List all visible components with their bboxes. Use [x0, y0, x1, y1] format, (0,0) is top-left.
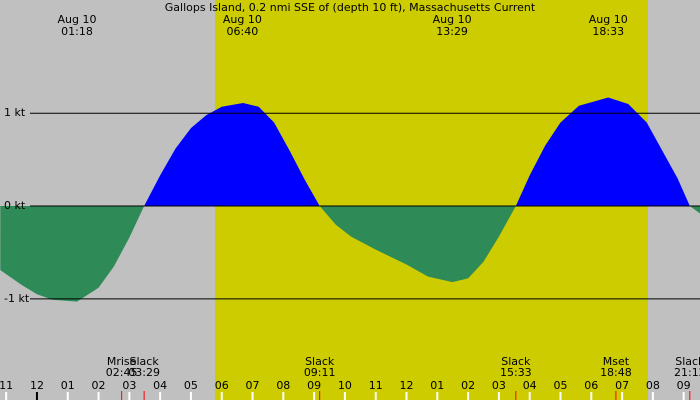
- x-tick-label: 11: [369, 379, 383, 392]
- x-tick-label: 06: [215, 379, 229, 392]
- y-tick-label: 1 kt: [4, 106, 26, 119]
- y-tick-label: -1 kt: [4, 292, 30, 305]
- x-tick-label: 05: [184, 379, 198, 392]
- x-tick-label: 02: [461, 379, 475, 392]
- x-tick-label: 12: [400, 379, 414, 392]
- event-date: Aug 10: [589, 13, 628, 26]
- x-tick-label: 08: [276, 379, 290, 392]
- event-time: 21:12: [674, 366, 700, 379]
- x-tick-label: 11: [0, 379, 13, 392]
- x-tick-label: 10: [338, 379, 352, 392]
- event-time: 06:40: [227, 25, 259, 38]
- event-time: 15:33: [500, 366, 532, 379]
- current-area: [0, 97, 700, 302]
- event-time: 18:48: [600, 366, 632, 379]
- event-name: Mset: [603, 355, 630, 368]
- event-name: Mrise: [107, 355, 137, 368]
- x-tick-label: 12: [30, 379, 44, 392]
- x-tick-label: 08: [646, 379, 660, 392]
- x-tick-label: 01: [430, 379, 444, 392]
- y-tick-label: 0 kt: [4, 199, 26, 212]
- x-tick-label: 09: [677, 379, 691, 392]
- event-name: Slack: [675, 355, 700, 368]
- event-time: 01:18: [61, 25, 93, 38]
- event-date: Aug 10: [433, 13, 472, 26]
- x-tick-label: 05: [553, 379, 567, 392]
- x-tick-label: 03: [492, 379, 506, 392]
- event-name: Slack: [130, 355, 160, 368]
- x-tick-label: 04: [153, 379, 167, 392]
- x-tick-label: 09: [307, 379, 321, 392]
- event-time: 13:29: [436, 25, 468, 38]
- x-tick-label: 06: [584, 379, 598, 392]
- event-date: Aug 10: [57, 13, 96, 26]
- event-name: Slack: [305, 355, 335, 368]
- event-name: Slack: [501, 355, 531, 368]
- chart-title: Gallops Island, 0.2 nmi SSE of (depth 10…: [165, 1, 536, 14]
- event-time: 03:29: [128, 366, 160, 379]
- x-tick-label: 01: [61, 379, 75, 392]
- event-time: 02:45: [106, 366, 138, 379]
- event-time: 18:33: [592, 25, 624, 38]
- event-date: Aug 10: [223, 13, 262, 26]
- event-time: 09:11: [304, 366, 336, 379]
- x-tick-label: 04: [523, 379, 537, 392]
- x-tick-label: 03: [122, 379, 136, 392]
- x-tick-label: 07: [615, 379, 629, 392]
- x-tick-label: 07: [246, 379, 260, 392]
- x-tick-label: 02: [92, 379, 106, 392]
